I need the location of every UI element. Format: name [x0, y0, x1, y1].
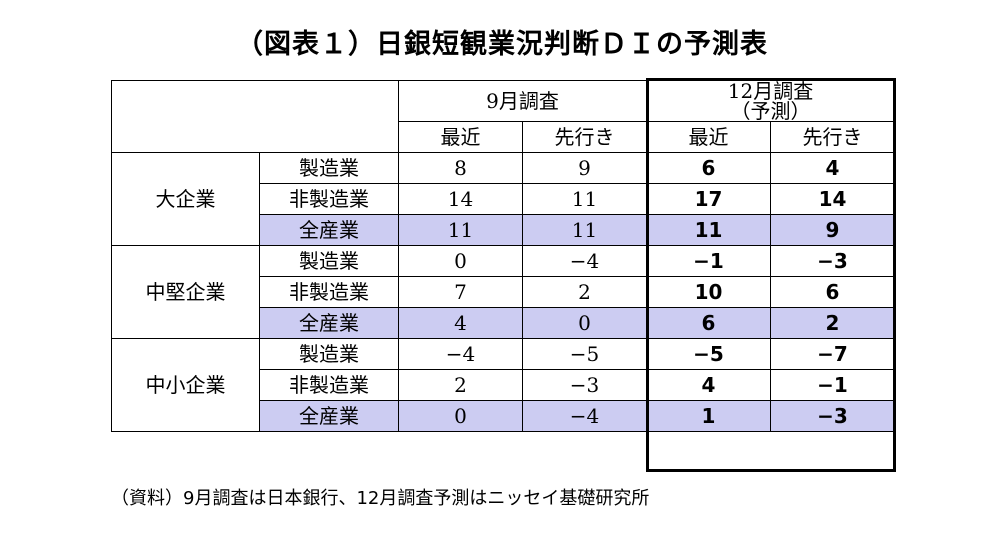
dec-recent-value: 17: [646, 183, 771, 215]
industry-label: 製造業: [259, 245, 399, 277]
corner-cell: [111, 80, 399, 153]
col-header-dec-recent: 最近: [646, 121, 771, 153]
sep-recent-value: 14: [398, 183, 523, 215]
table-row: 非製造業 2 −3 4 −1: [112, 369, 895, 401]
sep-outlook-value: −4: [522, 400, 647, 432]
group-header-september: 9月調査: [398, 80, 647, 122]
sep-outlook-value: 11: [522, 183, 647, 215]
sep-outlook-value: 9: [522, 152, 647, 184]
dec-outlook-value: 14: [770, 183, 895, 215]
industry-label: 製造業: [259, 152, 399, 184]
dec-recent-value: −1: [646, 245, 771, 277]
industry-label: 全産業: [259, 400, 399, 432]
di-forecast-table: 9月調査 12月調査 （予測） 最近 先行き 最近 先行き 大企業 製造業 8 …: [111, 80, 895, 432]
industry-label: 製造業: [259, 338, 399, 370]
sep-outlook-value: 2: [522, 276, 647, 308]
category-large: 大企業: [111, 152, 260, 246]
table-row-total: 全産業 0 −4 1 −3: [112, 400, 895, 432]
group-header-december-line2: （予測）: [730, 99, 811, 122]
col-header-sep-recent: 最近: [398, 121, 523, 153]
table-row: 中小企業 製造業 −4 −5 −5 −7: [111, 338, 895, 432]
table-row-total: 全産業 4 0 6 2: [112, 307, 895, 339]
col-header-sep-outlook: 先行き: [522, 121, 647, 153]
sep-outlook-value: 11: [522, 214, 647, 246]
dec-recent-value: 10: [646, 276, 771, 308]
dec-recent-value: 6: [646, 307, 771, 339]
category-small: 中小企業: [111, 338, 260, 432]
sep-recent-value: 0: [398, 400, 523, 432]
sep-outlook-value: −3: [522, 369, 647, 401]
industry-label: 非製造業: [259, 369, 399, 401]
dec-outlook-value: −3: [770, 245, 895, 277]
industry-label: 全産業: [259, 214, 399, 246]
dec-outlook-value: −3: [770, 400, 895, 432]
industry-label: 非製造業: [259, 276, 399, 308]
dec-recent-value: 11: [646, 214, 771, 246]
dec-recent-value: 1: [646, 400, 771, 432]
category-mid: 中堅企業: [111, 245, 260, 339]
source-note: （資料）9月調査は日本銀行、12月調査予測はニッセイ基礎研究所: [111, 488, 650, 509]
dec-outlook-value: 2: [770, 307, 895, 339]
dec-recent-value: −5: [646, 338, 771, 370]
sep-recent-value: 11: [398, 214, 523, 246]
sep-recent-value: 7: [398, 276, 523, 308]
sep-recent-value: 8: [398, 152, 523, 184]
dec-outlook-value: −1: [770, 369, 895, 401]
table-row: 中堅企業 製造業 0 −4 −1 −3: [111, 245, 895, 339]
dec-outlook-value: 6: [770, 276, 895, 308]
sep-recent-value: −4: [398, 338, 523, 370]
table-row: 非製造業 7 2 10 6: [112, 276, 895, 308]
dec-outlook-value: 9: [770, 214, 895, 246]
table-row-total: 全産業 11 11 11 9: [112, 214, 895, 246]
group-header-december: 12月調査 （予測）: [646, 80, 895, 122]
industry-label: 全産業: [259, 307, 399, 339]
dec-outlook-value: −7: [770, 338, 895, 370]
industry-label: 非製造業: [259, 183, 399, 215]
sep-recent-value: 0: [398, 245, 523, 277]
col-header-dec-outlook: 先行き: [770, 121, 895, 153]
sep-recent-value: 4: [398, 307, 523, 339]
sep-outlook-value: −4: [522, 245, 647, 277]
sep-outlook-value: 0: [522, 307, 647, 339]
page-title: （図表１）日銀短観業況判断ＤＩの予測表: [236, 29, 768, 60]
sep-recent-value: 2: [398, 369, 523, 401]
dec-outlook-value: 4: [770, 152, 895, 184]
dec-recent-value: 4: [646, 369, 771, 401]
sep-outlook-value: −5: [522, 338, 647, 370]
table-row: 大企業 製造業 8 9 6 4: [111, 152, 895, 246]
dec-recent-value: 6: [646, 152, 771, 184]
group-header-december-line1: 12月調査: [727, 80, 814, 103]
